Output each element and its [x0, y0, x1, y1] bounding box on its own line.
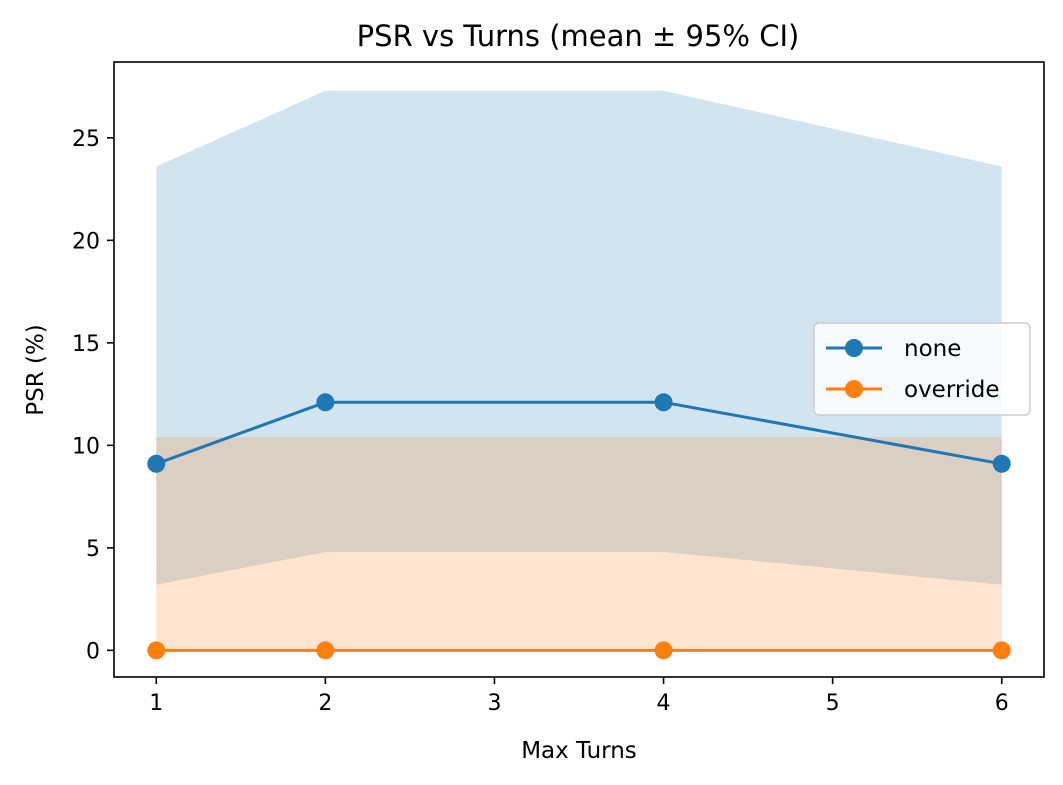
ci-band-override: [156, 437, 1002, 651]
y-tick-label: 0: [86, 639, 100, 664]
y-tick-label: 5: [86, 537, 100, 562]
legend: none override: [813, 322, 1031, 416]
legend-label-none: none: [904, 336, 961, 362]
ci-band-none: [156, 90, 1002, 585]
legend-marker-none: [845, 339, 863, 357]
legend-marker-override: [845, 380, 863, 398]
plot-frame: [113, 61, 1045, 678]
legend-box: [813, 322, 1031, 416]
x-tick-label: 5: [826, 691, 840, 716]
x-tick-label: 6: [995, 691, 1009, 716]
series-lines: [155, 400, 1002, 652]
data-point-none: [147, 454, 166, 473]
x-tick-label: 4: [657, 691, 671, 716]
x-tick-label: 1: [149, 691, 163, 716]
y-axis-label: PSR (%): [23, 324, 49, 416]
ci-bands: [156, 90, 1002, 651]
x-tick-label: 3: [487, 691, 501, 716]
chart-title: PSR vs Turns (mean ± 95% CI): [357, 19, 800, 53]
y-tick-label: 20: [72, 229, 100, 254]
data-point-override: [147, 641, 166, 660]
x-tick-label: 2: [318, 691, 332, 716]
data-point-none: [654, 393, 673, 412]
y-tick-label: 10: [72, 434, 100, 459]
series-markers: [147, 393, 1011, 660]
data-point-override: [654, 641, 673, 660]
legend-label-override: override: [904, 377, 999, 403]
data-point-override: [316, 641, 335, 660]
series-line-none: [155, 400, 1002, 466]
x-axis-label: Max Turns: [521, 738, 637, 764]
data-point-none: [316, 393, 335, 412]
y-tick-label: 15: [72, 332, 100, 357]
data-point-none: [992, 454, 1011, 473]
x-axis-ticks: 1 2 3 4 5 6: [149, 677, 1009, 716]
data-point-override: [992, 641, 1011, 660]
y-axis-ticks: 0 5 10 15 20 25: [72, 127, 114, 664]
y-tick-label: 25: [72, 127, 100, 152]
